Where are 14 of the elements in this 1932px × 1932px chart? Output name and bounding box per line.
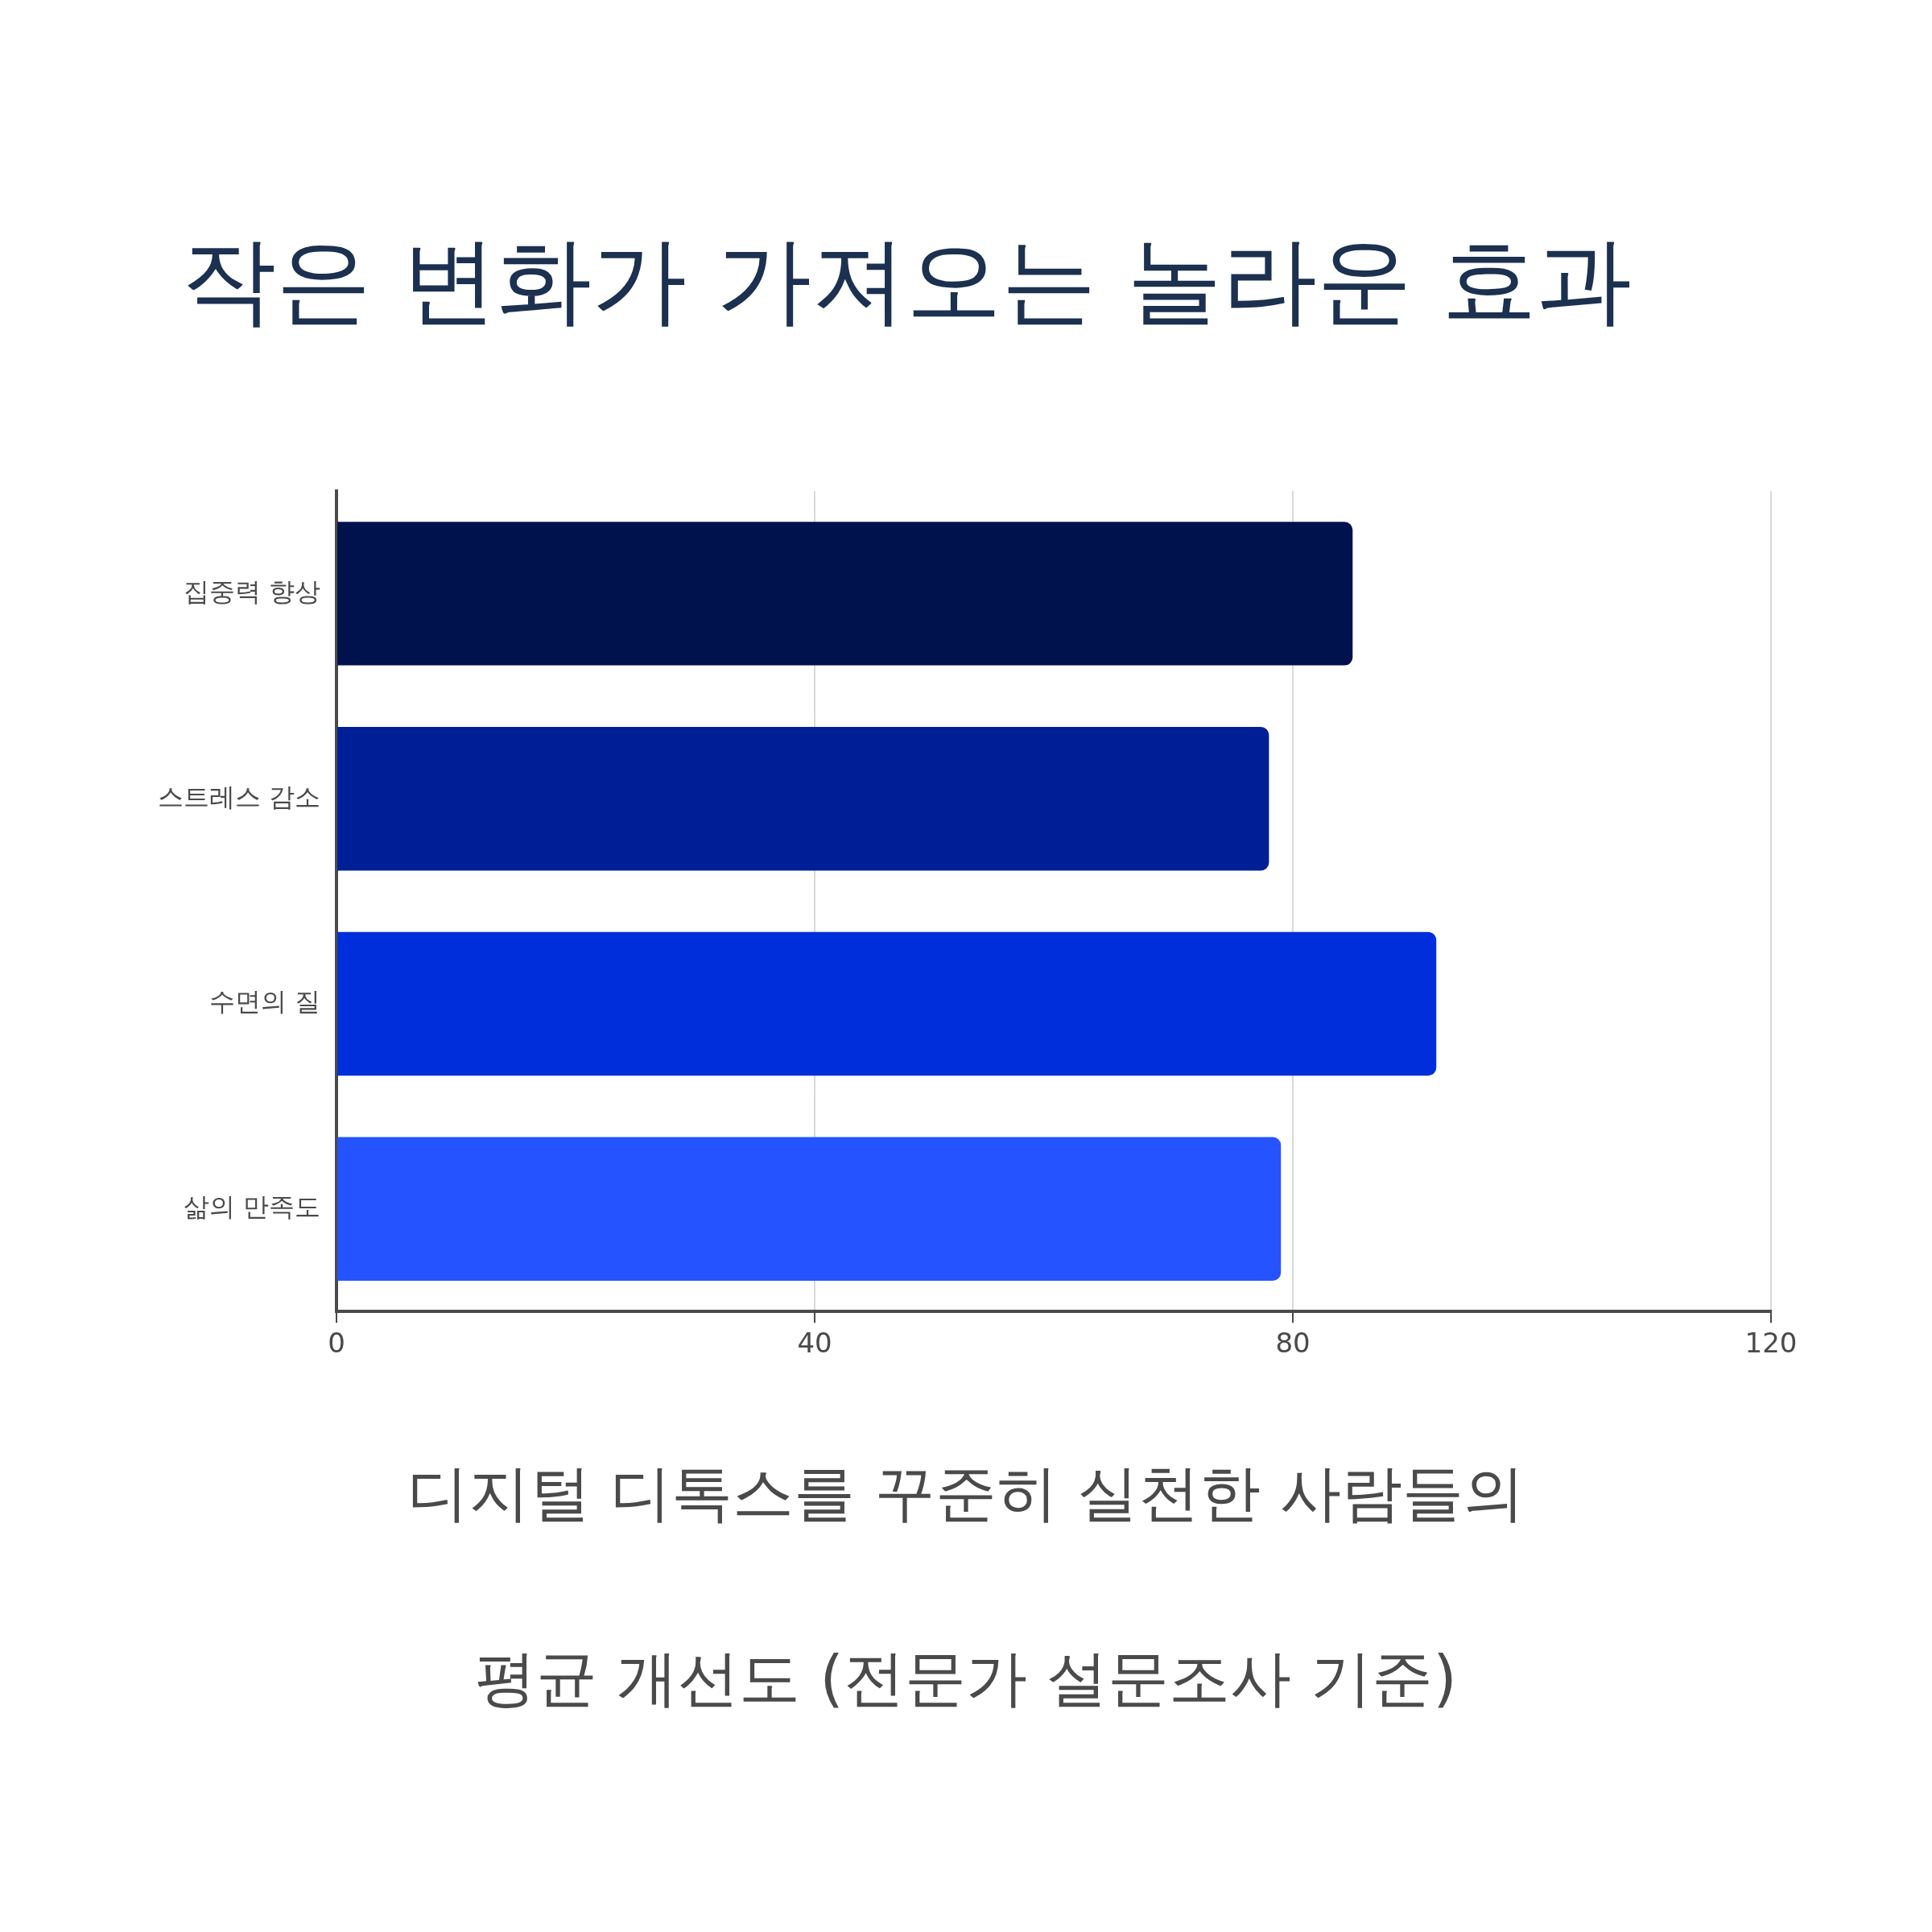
chart-title: 작은 변화가 가져오는 놀라운 효과	[181, 224, 1633, 337]
y-tick-label: 집중력 향상	[184, 576, 321, 607]
bar	[337, 931, 1437, 1076]
y-tick-label: 스트레스 감소	[158, 781, 321, 812]
y-tick-label: 삶의 만족도	[184, 1191, 321, 1223]
bar	[337, 727, 1269, 871]
x-tick-label: 40	[797, 1327, 832, 1360]
y-tick-label: 수면의 질	[209, 986, 321, 1018]
x-tick-label: 120	[1744, 1327, 1798, 1360]
bar	[337, 1137, 1282, 1281]
text: 디지털 디톡스를 꾸준히 실천한 사람들의 평균 개선도 (전문가 설문조사 기준)	[407, 1457, 1525, 1714]
bar	[337, 522, 1353, 666]
x-tick-label: 0	[328, 1327, 345, 1360]
x-tick-label: 80	[1275, 1327, 1311, 1360]
